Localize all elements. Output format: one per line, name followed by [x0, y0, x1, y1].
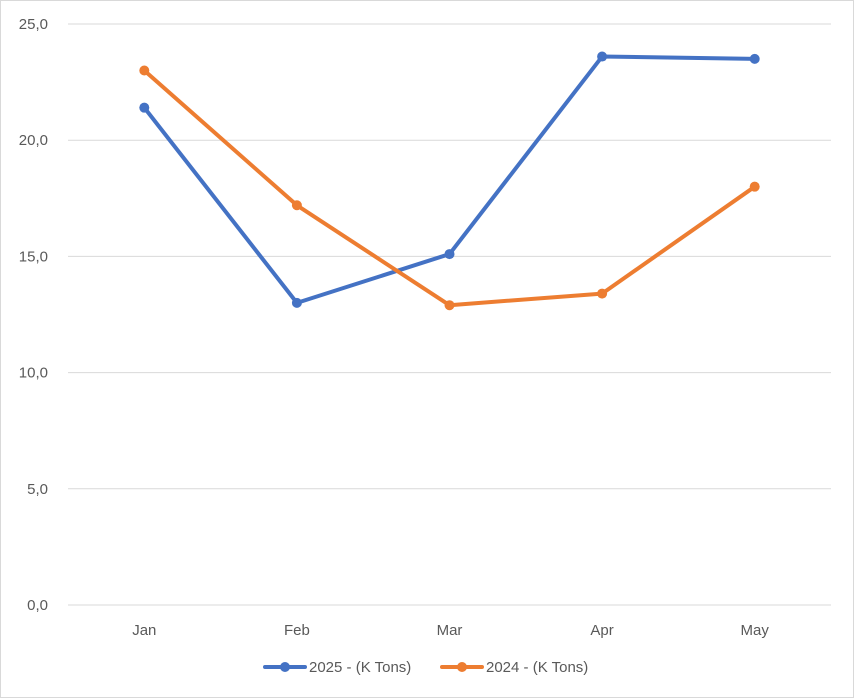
x-tick-label: Mar: [437, 622, 463, 639]
gridlines: [68, 23, 831, 606]
y-tick-label: 0,0: [27, 597, 48, 614]
data-point: [749, 181, 760, 192]
y-tick-label: 10,0: [19, 365, 48, 382]
data-point: [444, 300, 455, 311]
y-tick-label: 20,0: [19, 132, 48, 149]
x-tick-label: Apr: [590, 622, 613, 639]
x-axis: Jan Feb Mar Apr May: [132, 622, 769, 639]
y-tick-label: 15,0: [19, 248, 48, 265]
legend-swatch-marker: [457, 662, 467, 672]
data-point: [291, 200, 302, 211]
data-point: [597, 51, 608, 62]
data-point: [291, 297, 302, 308]
data-point: [597, 288, 608, 299]
series-group: [139, 51, 760, 311]
x-tick-label: May: [741, 622, 770, 639]
legend-swatch-marker: [280, 662, 290, 672]
series-line-0: [142, 54, 757, 305]
legend-label: 2024 - (K Tons): [486, 659, 588, 676]
y-tick-label: 25,0: [19, 16, 48, 33]
data-point: [139, 102, 150, 113]
legend-label: 2025 - (K Tons): [309, 659, 411, 676]
y-tick-label: 5,0: [27, 481, 48, 498]
legend: 2025 - (K Tons) 2024 - (K Tons): [263, 659, 588, 676]
series-line-1: [142, 68, 757, 308]
y-axis: 0,0 5,0 10,0 15,0 20,0 25,0: [19, 16, 48, 614]
x-tick-label: Feb: [284, 622, 310, 639]
data-point: [139, 65, 150, 76]
data-point: [749, 53, 760, 64]
x-tick-label: Jan: [132, 622, 156, 639]
data-point: [444, 249, 455, 260]
